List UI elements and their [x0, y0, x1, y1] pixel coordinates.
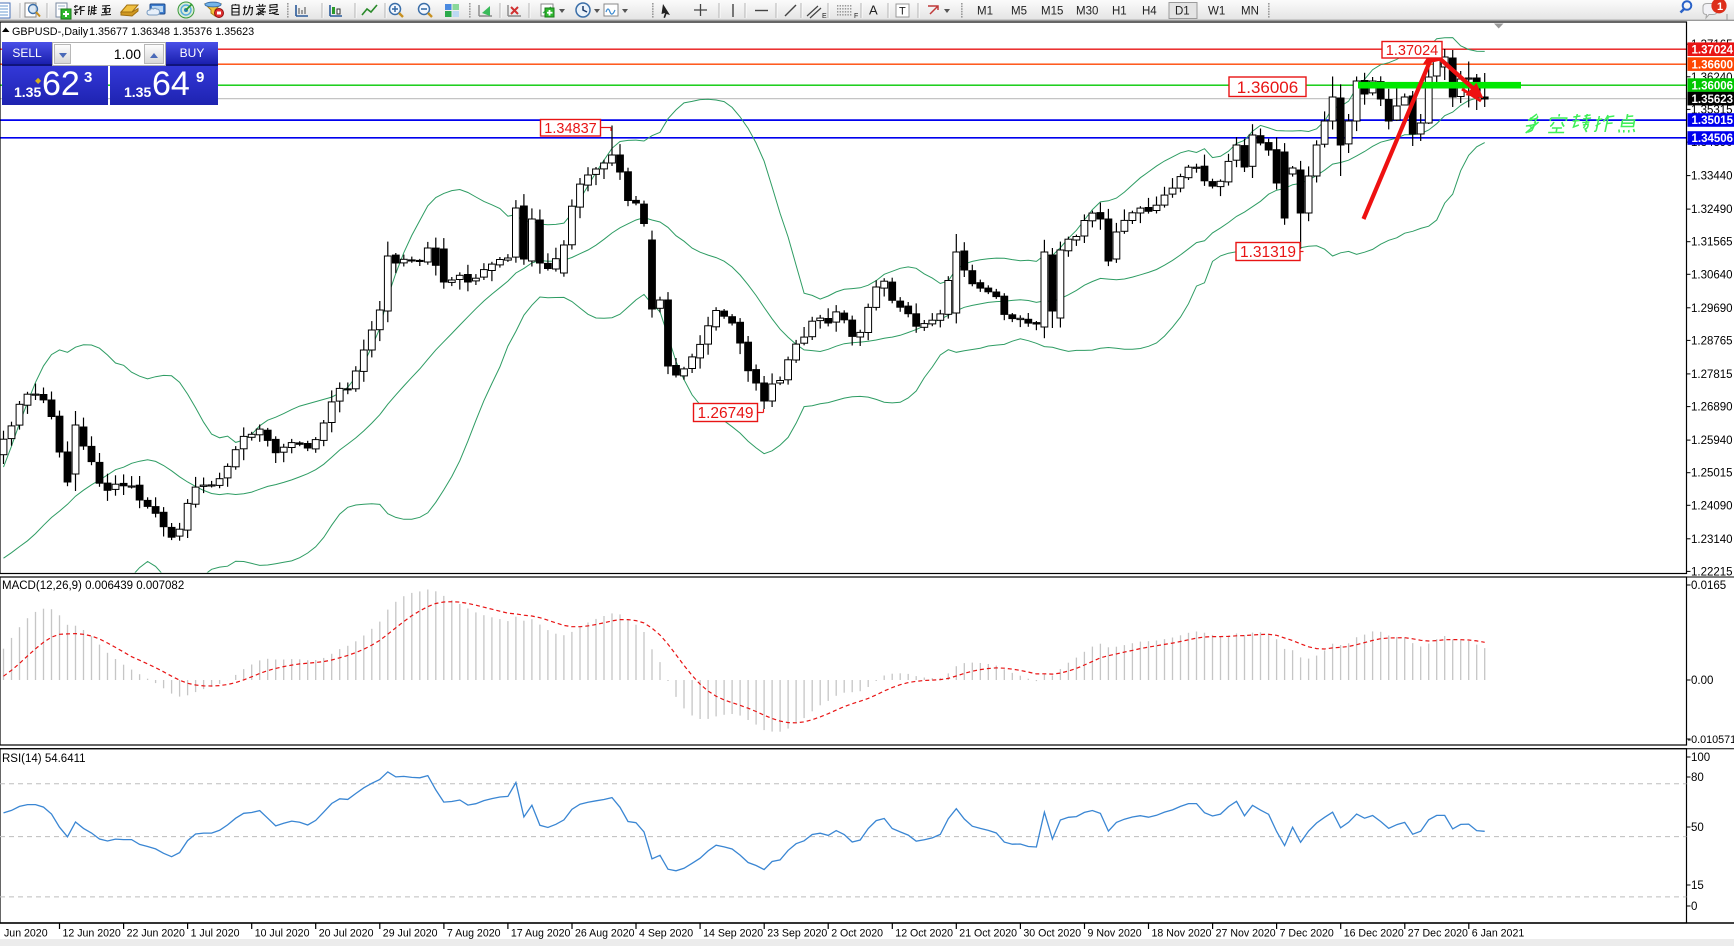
svg-text:H1: H1 — [1112, 6, 1127, 18]
svg-text:7 Dec 2020: 7 Dec 2020 — [1280, 928, 1334, 940]
svg-text:H4: H4 — [1142, 6, 1157, 18]
svg-text:0: 0 — [1691, 901, 1697, 913]
svg-text:1.33440: 1.33440 — [1691, 171, 1733, 183]
svg-text:F: F — [854, 13, 858, 20]
svg-text:50: 50 — [1691, 822, 1704, 834]
svg-text:1.32490: 1.32490 — [1691, 204, 1733, 216]
svg-text:1.31565: 1.31565 — [1691, 237, 1733, 249]
svg-text:100: 100 — [1691, 752, 1710, 764]
svg-text:RSI(14) 54.6411: RSI(14) 54.6411 — [2, 753, 86, 765]
svg-text:17 Aug 2020: 17 Aug 2020 — [511, 928, 571, 940]
svg-text:1.22215: 1.22215 — [1691, 566, 1733, 578]
svg-text:10 Jul 2020: 10 Jul 2020 — [255, 928, 310, 940]
svg-text:1.37024: 1.37024 — [1692, 44, 1734, 56]
svg-text:14 Sep 2020: 14 Sep 2020 — [703, 928, 763, 940]
svg-text:M5: M5 — [1011, 6, 1027, 18]
svg-text:T: T — [899, 6, 906, 18]
svg-text:1.26890: 1.26890 — [1691, 402, 1733, 414]
svg-text:1.31319: 1.31319 — [1240, 244, 1296, 261]
svg-text:M30: M30 — [1076, 6, 1098, 18]
svg-text:16 Dec 2020: 16 Dec 2020 — [1344, 928, 1404, 940]
svg-text:Jun 2020: Jun 2020 — [4, 928, 48, 940]
svg-text:0.0165: 0.0165 — [1691, 580, 1726, 592]
svg-text:7 Aug 2020: 7 Aug 2020 — [447, 928, 501, 940]
svg-text:9 Nov 2020: 9 Nov 2020 — [1088, 928, 1142, 940]
svg-text:4 Sep 2020: 4 Sep 2020 — [639, 928, 693, 940]
svg-text:20 Jul 2020: 20 Jul 2020 — [319, 928, 374, 940]
svg-text:27 Dec 2020: 27 Dec 2020 — [1408, 928, 1468, 940]
svg-text:1.25940: 1.25940 — [1691, 435, 1733, 447]
svg-text:27 Nov 2020: 27 Nov 2020 — [1216, 928, 1276, 940]
svg-text:6 Jan 2021: 6 Jan 2021 — [1472, 928, 1525, 940]
svg-text:1.26749: 1.26749 — [697, 405, 753, 422]
svg-text:12 Oct 2020: 12 Oct 2020 — [895, 928, 953, 940]
svg-text:1: 1 — [1717, 1, 1723, 13]
svg-text:D1: D1 — [1175, 6, 1190, 18]
svg-text:1.23140: 1.23140 — [1691, 534, 1733, 546]
svg-text:GBPUSD-,Daily: GBPUSD-,Daily — [12, 26, 89, 38]
svg-text:A: A — [869, 3, 878, 18]
svg-text:21 Oct 2020: 21 Oct 2020 — [959, 928, 1017, 940]
svg-text:29 Jul 2020: 29 Jul 2020 — [383, 928, 438, 940]
svg-text:1.24090: 1.24090 — [1691, 500, 1733, 512]
svg-text:26 Aug 2020: 26 Aug 2020 — [575, 928, 635, 940]
svg-text:1.25015: 1.25015 — [1691, 468, 1733, 480]
svg-text:1.29690: 1.29690 — [1691, 303, 1733, 315]
svg-text:1.37024: 1.37024 — [1386, 43, 1438, 59]
svg-text:W1: W1 — [1208, 6, 1225, 18]
svg-text:1.27815: 1.27815 — [1691, 369, 1733, 381]
svg-text:12 Jun 2020: 12 Jun 2020 — [63, 928, 121, 940]
svg-text:1.30640: 1.30640 — [1691, 269, 1733, 281]
svg-text:15: 15 — [1691, 880, 1704, 892]
svg-text:80: 80 — [1691, 772, 1704, 784]
svg-text:E: E — [822, 13, 827, 20]
svg-text:1 Jul 2020: 1 Jul 2020 — [191, 928, 240, 940]
svg-text:MACD(12,26,9) 0.006439 0.00708: MACD(12,26,9) 0.006439 0.007082 — [2, 580, 184, 592]
svg-text:2 Oct 2020: 2 Oct 2020 — [831, 928, 883, 940]
svg-text:18 Nov 2020: 18 Nov 2020 — [1152, 928, 1212, 940]
svg-text:22 Jun 2020: 22 Jun 2020 — [127, 928, 185, 940]
svg-text:1.36006: 1.36006 — [1237, 78, 1298, 97]
svg-text:-0.010571: -0.010571 — [1688, 734, 1734, 746]
svg-text:MN: MN — [1241, 6, 1259, 18]
svg-text:1.35623: 1.35623 — [1692, 94, 1734, 106]
svg-text:1.34506: 1.34506 — [1692, 133, 1734, 145]
svg-text:1.36006: 1.36006 — [1692, 80, 1734, 92]
svg-text:1.35015: 1.35015 — [1692, 115, 1734, 127]
svg-text:30 Oct 2020: 30 Oct 2020 — [1023, 928, 1081, 940]
svg-text:23 Sep 2020: 23 Sep 2020 — [767, 928, 827, 940]
svg-text:1.35677 1.36348 1.35376 1.3562: 1.35677 1.36348 1.35376 1.35623 — [89, 26, 254, 38]
svg-text:1.36600: 1.36600 — [1692, 59, 1734, 71]
svg-text:M15: M15 — [1041, 6, 1063, 18]
svg-text:0.00: 0.00 — [1691, 675, 1713, 687]
svg-text:M1: M1 — [977, 6, 993, 18]
svg-text:1.34837: 1.34837 — [544, 121, 596, 137]
svg-text:1.28765: 1.28765 — [1691, 335, 1733, 347]
